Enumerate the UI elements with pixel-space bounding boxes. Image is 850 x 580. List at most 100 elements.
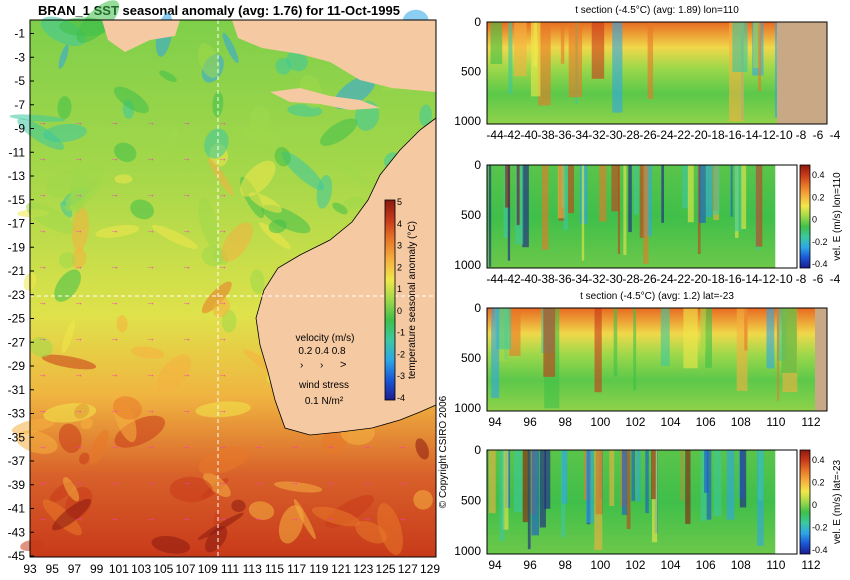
wind-arrow: → [146,441,155,451]
wind-arrow: → [110,117,119,127]
land-nusa-tenggara [270,88,380,110]
sst-eddy [249,105,271,131]
wind-arrow: → [182,477,191,487]
section-x-tick: -40 [520,128,538,142]
wind-arrow: → [110,477,119,487]
sst-eddy [95,224,140,238]
wind-arrow: → [74,225,83,235]
section-streak [753,22,761,68]
section-streak [488,165,492,267]
wind-arrow: → [74,513,83,523]
wind-arrow: → [146,153,155,163]
map-colorbar-tick: 5 [397,197,402,207]
wind-arrow: → [182,117,191,127]
section-streak [628,165,632,233]
sst-eddy [113,86,149,114]
section-panel: 0 500 1000 94 96 98 100 102 104 106 108 110 112 0.4 0.… [454,443,843,572]
sst-eddy [274,147,291,167]
wind-arrow: → [146,333,155,343]
wind-arrow: → [110,333,119,343]
map-colorbar-gradient [384,199,396,401]
lat-tick-label: -19 [8,240,26,254]
copyright-text: © Copyright CSIRO 2006 [438,395,449,508]
section-streak [508,22,513,95]
wind-arrow: → [182,297,191,307]
wind-arrow: → [38,261,47,271]
wind-arrow: → [38,405,47,415]
sst-eddy [332,202,348,215]
section-streak [680,450,684,502]
sst-eddy [212,297,231,318]
section-y-tick: 0 [474,301,481,315]
section-streak [613,308,618,377]
wind-arrow: → [38,441,47,451]
section-y-tick: 500 [461,493,481,507]
lat-tick-label: -1 [14,27,25,41]
section-colorbar-tick: 0 [812,500,817,510]
wind-arrow: → [110,441,119,451]
section-x-tick: -36 [554,128,572,142]
lon-tick-label: 117 [287,562,306,576]
section-streak [755,165,763,247]
wind-arrow: → [218,405,227,415]
wind-arrow: → [290,513,299,523]
wind-arrow: → [38,117,47,127]
section-streak [739,450,747,508]
lat-tick-label: -41 [8,502,26,516]
sst-eddy [41,354,97,370]
section-x-tick: -6 [813,272,824,286]
wind-arrow: → [110,261,119,271]
section-title: t section (-4.5°C) (avg: 1.2) lat=-23 [580,291,734,302]
section-streak [488,450,496,514]
section-colorbar [799,449,811,555]
section-streak [704,450,709,493]
sst-eddy [248,501,275,520]
section-streak [509,308,521,356]
lon-tick-label: 107 [176,562,196,576]
section-streak [776,308,787,361]
sst-eddy [286,51,308,72]
wind-arrow: → [362,441,371,451]
sst-eddy [213,511,221,526]
lon-tick-label: 95 [46,562,60,576]
section-streak [700,308,707,351]
lat-tick-label: -29 [8,359,26,373]
wind-arrow: → [398,513,407,523]
wind-arrow: → [74,441,83,451]
section-x-tick: -26 [639,128,657,142]
wind-arrow: → [38,189,47,199]
lat-tick-label: -31 [8,383,26,397]
section-streak [507,165,511,261]
section-streak [626,450,631,529]
section-streak [557,165,566,219]
sst-eddy [221,309,237,333]
sst-map: → → → → → → → → → → → → → → → → → → → → → → → → → → → → → → → → → → → → → → → →… [9,0,437,558]
sst-eddy [15,430,58,454]
section-colorbar-label: vel. E (m/s) lat=-23 [832,459,843,544]
section-x-tick: -44 [486,128,504,142]
lon-tick-label: 113 [243,562,262,576]
section-x-tick: -24 [656,128,674,142]
lon-tick-label: 99 [90,562,104,576]
section-x-tick: 108 [731,558,751,572]
lon-tick-label: 105 [153,562,173,576]
wind-arrow: → [218,189,227,199]
section-y-tick: 500 [461,351,481,365]
lon-axis: 93 95 97 99 101 103 105 107 109 111 113 115 117 119 12… [23,562,440,576]
section-y-tick: 0 [474,15,481,29]
sst-eddy [63,477,80,502]
section-title: t section (-4.5°C) (avg: 1.89) lon=110 [575,5,739,16]
wind-title: wind stress [298,380,349,391]
wind-arrow: → [362,513,371,523]
section-streak [490,22,503,65]
sst-eddy [159,70,177,83]
sst-eddy [222,32,239,64]
wind-arrow: → [74,405,83,415]
section-colorbar-tick: 0 [812,215,817,225]
section-colorbar-tick: -0.2 [812,523,828,533]
section-streak [543,308,556,377]
section-x-tick: -40 [520,272,538,286]
section-streak [594,450,603,550]
section-streak [560,22,565,64]
